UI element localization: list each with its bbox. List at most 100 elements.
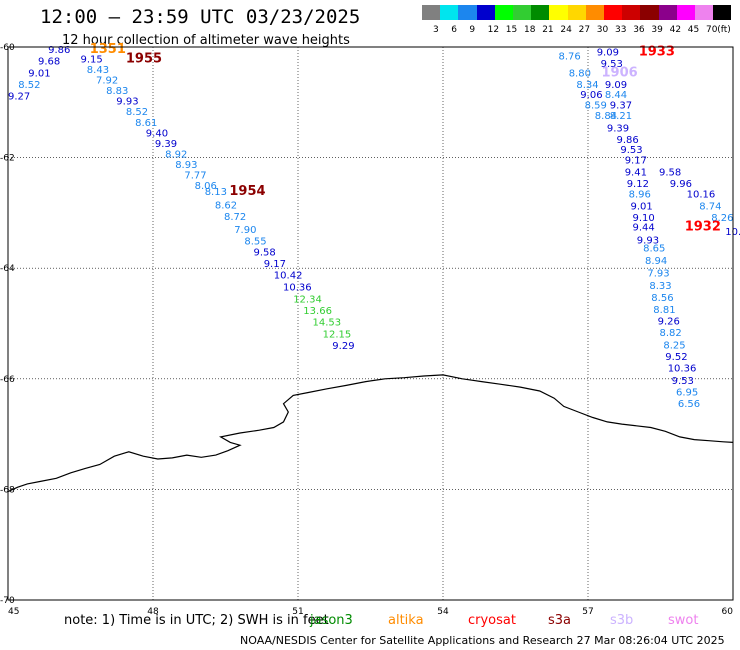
wave-height-label: 9.09 (597, 47, 619, 58)
map-subtitle: 12 hour collection of altimeter wave hei… (62, 33, 350, 48)
wave-height-label: 7.93 (647, 269, 669, 280)
colorbar-swatch (549, 5, 568, 20)
pass-time-label: 1932 (685, 220, 721, 235)
wave-height-label: 9.29 (332, 341, 354, 352)
wave-height-label: 7.90 (234, 225, 256, 236)
wave-height-label: 7.77 (184, 171, 206, 182)
wave-height-label: 7.92 (96, 76, 118, 87)
lat-tick-label: -68 (0, 485, 15, 495)
colorbar-label: (ft) (717, 25, 731, 35)
colorbar-swatch (713, 5, 732, 20)
wave-height-label: 13.66 (303, 306, 332, 317)
colorbar-swatch (476, 5, 495, 20)
footer-note: note: 1) Time is in UTC; 2) SWH is in fe… (64, 613, 329, 628)
wave-height-label: 9.17 (625, 156, 647, 167)
wave-height-label: 8.33 (649, 281, 671, 292)
wave-height-label: 9.40 (146, 129, 168, 140)
wave-height-label: 9.41 (625, 167, 647, 178)
wave-height-label: 9.01 (631, 202, 653, 213)
lon-tick-label: 45 (8, 607, 19, 617)
satellite-legend-swot: swot (668, 613, 699, 628)
wave-height-label: 9.37 (610, 100, 632, 111)
wave-height-label: 9.12 (627, 179, 649, 190)
pass-time-label: 1955 (126, 52, 162, 67)
colorbar-swatch (422, 5, 441, 20)
wave-height-label: 8.52 (18, 80, 40, 91)
wave-height-label: 9.53 (672, 376, 694, 387)
colorbar-label: 3 (433, 25, 439, 35)
wave-height-label: 8.62 (215, 201, 237, 212)
wave-height-label: 8.92 (165, 150, 187, 161)
wave-height-label: 8.26 (711, 213, 733, 224)
wave-height-label: 9.10 (633, 213, 655, 224)
colorbar-swatch (622, 5, 641, 20)
wave-height-label: 10.36 (283, 282, 312, 293)
wave-height-label: 9.96 (670, 179, 692, 190)
wave-height-label: 9.93 (637, 235, 659, 246)
wave-height-label: 14.53 (313, 318, 342, 329)
colorbar-label: 70 (706, 25, 718, 35)
map-frame (7, 46, 734, 601)
wave-height-label: 8.52 (126, 107, 148, 118)
wave-height-label: 9.86 (48, 45, 70, 56)
wave-height-label: 8.25 (663, 340, 685, 351)
pass-time-label: 1954 (229, 184, 265, 199)
wave-height-label: 10.16 (687, 189, 716, 200)
lon-tick-label: 57 (582, 607, 593, 617)
lon-tick-label: 54 (437, 607, 449, 617)
wave-height-label: 8.06 (195, 181, 217, 192)
lon-tick-label: 48 (147, 607, 159, 617)
colorbar-swatch (695, 5, 714, 20)
colorbar-label: 42 (669, 25, 682, 35)
wave-height-label: 8.94 (645, 256, 667, 267)
wave-height-label: 9.93 (116, 97, 138, 108)
wave-height-label: 8.96 (629, 189, 651, 200)
wave-height-label: 9.44 (633, 223, 655, 234)
satellite-legend-cryosat: cryosat (468, 613, 516, 628)
wave-height-label: 8.61 (135, 118, 157, 129)
wave-height-label: 8.72 (224, 212, 246, 223)
colorbar-swatch (440, 5, 459, 20)
wave-height-label: 8.65 (643, 244, 665, 255)
wave-height-label: 9.68 (38, 57, 60, 68)
lat-tick-label: -60 (0, 43, 15, 53)
colorbar-label: 6 (451, 25, 457, 35)
wave-height-label: 9.53 (620, 145, 642, 156)
wave-height-label: 9.39 (607, 124, 629, 135)
wave-height-label: 9.39 (155, 139, 177, 150)
wave-height-label: 9.52 (665, 352, 687, 363)
wave-height-label: 6.95 (676, 387, 698, 398)
colorbar-swatch (567, 5, 586, 20)
satellite-legend-altika: altika (388, 613, 424, 628)
colorbar-label: 18 (524, 25, 536, 35)
wave-height-label: 12.15 (323, 329, 352, 340)
wave-height-label: 9.27 (8, 92, 30, 103)
wave-height-label: 9.15 (81, 55, 103, 66)
wave-height-label: 9.53 (601, 59, 623, 70)
colorbar-swatch (585, 5, 604, 20)
satellite-legend-jason3: jason3 (310, 613, 353, 628)
colorbar-swatch (640, 5, 659, 20)
colorbar-swatch (531, 5, 550, 20)
colorbar-label: 39 (651, 25, 663, 35)
satellite-legend-s3b: s3b (610, 613, 634, 628)
wave-height-label: 8.34 (576, 80, 598, 91)
wave-height-label: 8.81 (653, 305, 675, 316)
wave-height-label: 9.17 (264, 259, 286, 270)
colorbar-swatch (513, 5, 532, 20)
wave-height-label: 8.82 (660, 328, 682, 339)
lon-tick-label: 51 (292, 607, 303, 617)
colorbar-swatch (458, 5, 477, 20)
wave-height-annotations: 9.86 1351 9.68 9.15 1955 9.01 8.43 8.52 7.92 9.27… (8, 42, 740, 410)
wave-height-label: 9.09 (605, 80, 627, 91)
wave-height-label: 8.21 (610, 111, 632, 122)
wave-height-label: 9.26 (658, 317, 680, 328)
map-title: 12:00 – 23:59 UTC 03/23/2025 (40, 6, 361, 28)
wave-height-label: 8.83 (106, 86, 128, 97)
colorbar-label: 12 (487, 25, 500, 35)
wave-height-label: 8.13 (205, 187, 227, 198)
wave-height-label: 8.44 (605, 90, 627, 101)
lon-tick-label: 60 (722, 607, 734, 617)
colorbar-label: 30 (596, 25, 609, 35)
